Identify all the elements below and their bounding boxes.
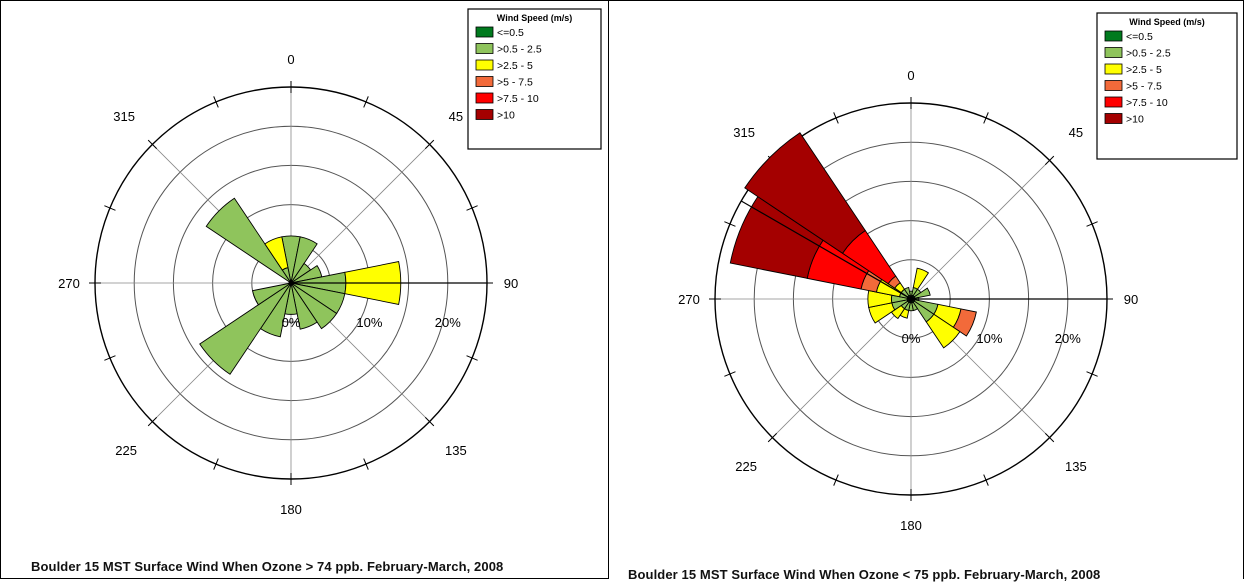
ring-label-10pct: 10% <box>976 331 1002 346</box>
direction-tick <box>1044 155 1055 166</box>
grid-spoke-overlay <box>740 200 912 300</box>
direction-tick <box>466 355 478 361</box>
wind-rose-segment <box>290 282 318 330</box>
direction-label-90: 90 <box>504 276 518 291</box>
rose-center <box>908 296 914 302</box>
legend-label: >0.5 - 2.5 <box>497 44 542 56</box>
ring-label-20pct: 20% <box>1055 331 1081 346</box>
wind-rose-segment <box>290 282 338 330</box>
legend-swatch <box>475 59 494 71</box>
direction-tick <box>213 96 219 108</box>
legend-swatch <box>475 92 494 104</box>
legend-swatch <box>1104 113 1123 124</box>
direction-tick <box>363 96 369 108</box>
wind-rose-segment <box>912 267 930 290</box>
direction-tick <box>424 139 435 150</box>
grid-spoke <box>290 144 430 284</box>
legend-label: >5 - 7.5 <box>497 77 533 89</box>
direction-tick <box>104 205 116 211</box>
wind-rose-chart-left: 0 45 90 135 180 225 270 315 0% 10% 20% Wind Speed (… <box>58 8 602 517</box>
direction-tick <box>104 355 116 361</box>
direction-label-0: 0 <box>287 52 294 67</box>
direction-tick <box>147 416 158 427</box>
wind-rose-segment <box>205 197 292 284</box>
wind-rose-segment <box>903 286 911 297</box>
direction-tick <box>983 112 989 124</box>
legend-swatch <box>475 43 494 54</box>
direction-label-45: 45 <box>449 109 463 124</box>
chart-caption-left: Boulder 15 MST Surface Wind When Ozone >… <box>31 559 504 574</box>
legend-swatch <box>475 76 494 87</box>
legend-title: Wind Speed (m/s) <box>1129 17 1204 27</box>
legend: Wind Speed (m/s) <=0.5 >0.5 - 2.5 >2.5 - 5 >… <box>1096 12 1238 160</box>
wind-rose-segment <box>952 308 977 337</box>
legend-label: >2.5 - 5 <box>1126 64 1162 76</box>
direction-tick <box>1086 221 1098 227</box>
wind-rose-segment <box>913 287 931 299</box>
direction-label-90: 90 <box>1124 292 1138 307</box>
wind-rose-segment <box>252 282 292 306</box>
wind-rose-panel-ozone-below-75: 0 45 90 135 180 225 270 315 0% 10% 20% Wind Speed (… <box>609 0 1244 582</box>
direction-tick <box>833 474 839 486</box>
legend-label: >10 <box>497 110 515 122</box>
wind-rose-panel-ozone-above-74: 0 45 90 135 180 225 270 315 0% 10% 20% Wind Speed (… <box>0 0 609 579</box>
legend-swatch <box>1104 80 1123 91</box>
wind-rose-segment <box>290 236 318 284</box>
direction-label-270: 270 <box>678 292 700 307</box>
legend-swatch <box>1104 30 1123 42</box>
wind-rose-segment <box>925 313 961 349</box>
ring-label-0pct: 0% <box>282 315 301 330</box>
ring-label-10pct: 10% <box>356 315 382 330</box>
ring-label-20pct: 20% <box>435 315 461 330</box>
legend-title: Wind Speed (m/s) <box>497 13 572 23</box>
legend-label: >7.5 - 10 <box>1126 97 1168 109</box>
direction-label-180: 180 <box>900 518 922 533</box>
direction-tick <box>424 416 435 427</box>
direction-label-180: 180 <box>280 502 302 517</box>
direction-tick <box>724 221 736 227</box>
direction-label-315: 315 <box>113 109 135 124</box>
direction-label-270: 270 <box>58 276 80 291</box>
direction-tick <box>213 458 219 470</box>
chart-caption-right: Boulder 15 MST Surface Wind When Ozone <… <box>628 567 1101 582</box>
wind-rose-segment <box>744 132 866 254</box>
direction-tick <box>363 458 369 470</box>
rose-center <box>288 280 294 286</box>
legend-label: >10 <box>1126 114 1144 126</box>
direction-tick <box>147 139 158 150</box>
legend-swatch <box>1104 96 1123 108</box>
direction-label-135: 135 <box>445 443 467 458</box>
legend-label: <=0.5 <box>497 27 524 39</box>
grid-spoke <box>910 160 1050 300</box>
direction-label-45: 45 <box>1069 125 1083 140</box>
legend-label: <=0.5 <box>1126 31 1153 43</box>
direction-tick <box>466 205 478 211</box>
direction-tick <box>1086 371 1098 377</box>
legend-label: >5 - 7.5 <box>1126 81 1162 93</box>
direction-label-0: 0 <box>907 68 914 83</box>
legend-swatch <box>475 26 494 38</box>
direction-tick <box>983 474 989 486</box>
wind-rose-segment <box>199 282 292 375</box>
legend-label: >7.5 - 10 <box>497 93 539 105</box>
grid-spoke <box>772 298 912 438</box>
direction-tick <box>724 371 736 377</box>
wind-rose-chart-right: 0 45 90 135 180 225 270 315 0% 10% 20% Wind Speed (… <box>678 12 1238 533</box>
direction-label-225: 225 <box>735 459 757 474</box>
legend-swatch <box>475 109 494 120</box>
legend-label: >2.5 - 5 <box>497 60 533 72</box>
wind-rose-segment <box>264 236 289 271</box>
direction-label-225: 225 <box>115 443 137 458</box>
ring-label-0pct: 0% <box>902 331 921 346</box>
direction-tick <box>767 432 778 443</box>
legend-swatch <box>1104 63 1123 75</box>
legend-swatch <box>1104 47 1123 58</box>
direction-label-135: 135 <box>1065 459 1087 474</box>
direction-label-315: 315 <box>733 125 755 140</box>
legend: Wind Speed (m/s) <=0.5 >0.5 - 2.5 >2.5 - 5 >… <box>467 8 602 150</box>
direction-tick <box>833 112 839 124</box>
direction-tick <box>1044 432 1055 443</box>
legend-label: >0.5 - 2.5 <box>1126 48 1171 60</box>
